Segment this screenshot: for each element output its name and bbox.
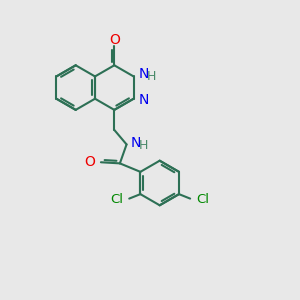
Text: N: N: [139, 67, 149, 81]
Text: H: H: [147, 70, 156, 83]
Text: H: H: [139, 139, 148, 152]
Text: O: O: [84, 155, 95, 169]
Text: Cl: Cl: [110, 193, 123, 206]
Text: Cl: Cl: [196, 193, 209, 206]
Text: O: O: [109, 33, 120, 47]
Text: N: N: [131, 136, 141, 150]
Text: N: N: [139, 93, 149, 107]
